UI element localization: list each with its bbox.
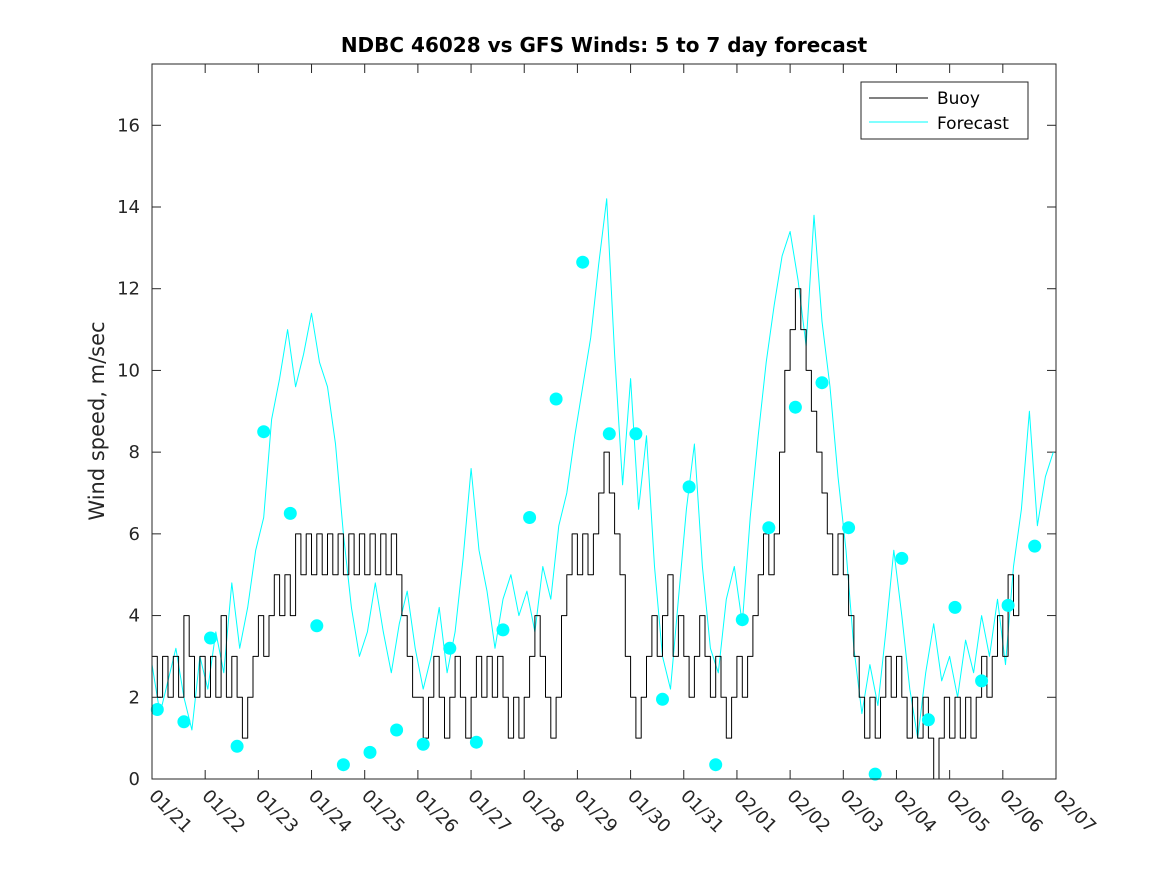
plot-area [152,64,1056,779]
forecast-marker [496,623,510,637]
forecast-marker [682,480,696,494]
forecast-marker [815,376,829,390]
chart-title: NDBC 46028 vs GFS Winds: 5 to 7 day fore… [341,33,868,57]
forecast-marker [948,600,962,614]
forecast-marker [230,739,244,753]
legend-buoy-label: Buoy [937,89,980,109]
series-line-forecast [151,198,1054,739]
forecast-marker [310,619,324,633]
y-tick-label: 12 [117,279,140,300]
forecast-marker [523,511,537,524]
y-tick-label: 10 [117,360,140,381]
forecast-marker [363,745,377,759]
forecast-marker [469,735,483,749]
forecast-markers [150,255,1042,781]
forecast-marker [1001,598,1015,612]
forecast-marker [735,613,749,627]
forecast-marker [150,703,164,716]
legend-forecast-label: Forecast [937,114,1009,134]
forecast-marker [921,713,935,727]
forecast-marker [443,641,457,655]
forecast-marker [390,723,404,737]
y-tick-label: 8 [129,442,140,463]
forecast-marker [975,674,989,688]
series-layer [151,198,1054,780]
forecast-marker [204,631,217,645]
forecast-marker [576,255,590,269]
y-tick-label: 4 [129,606,140,627]
forecast-marker [257,425,271,439]
y-tick-label: 6 [129,524,140,545]
forecast-marker [709,758,723,772]
y-axis-label: Wind speed, m/sec [85,321,109,520]
forecast-marker [895,551,909,565]
forecast-marker [283,506,297,520]
forecast-marker [656,692,669,706]
forecast-marker [177,715,191,729]
forecast-marker [549,392,563,406]
forecast-marker [602,427,616,441]
forecast-marker [416,737,430,751]
legend-box [860,81,1029,140]
y-tick-label: 14 [117,197,140,218]
forecast-marker [762,521,776,535]
forecast-marker [336,758,350,772]
legend: Buoy Forecast [860,81,1029,140]
forecast-marker [868,767,882,781]
series-line-buoy [152,288,1020,780]
forecast-marker [788,400,802,414]
y-axis-ticks: 0 2 4 6 8 10 12 14 16 [117,115,1056,790]
plot-frame [151,63,1057,780]
forecast-marker [629,427,643,441]
forecast-marker [1028,539,1042,553]
y-tick-label: 0 [129,769,140,790]
y-tick-label: 16 [117,115,140,136]
forecast-marker [842,521,856,535]
y-tick-label: 2 [129,687,140,708]
